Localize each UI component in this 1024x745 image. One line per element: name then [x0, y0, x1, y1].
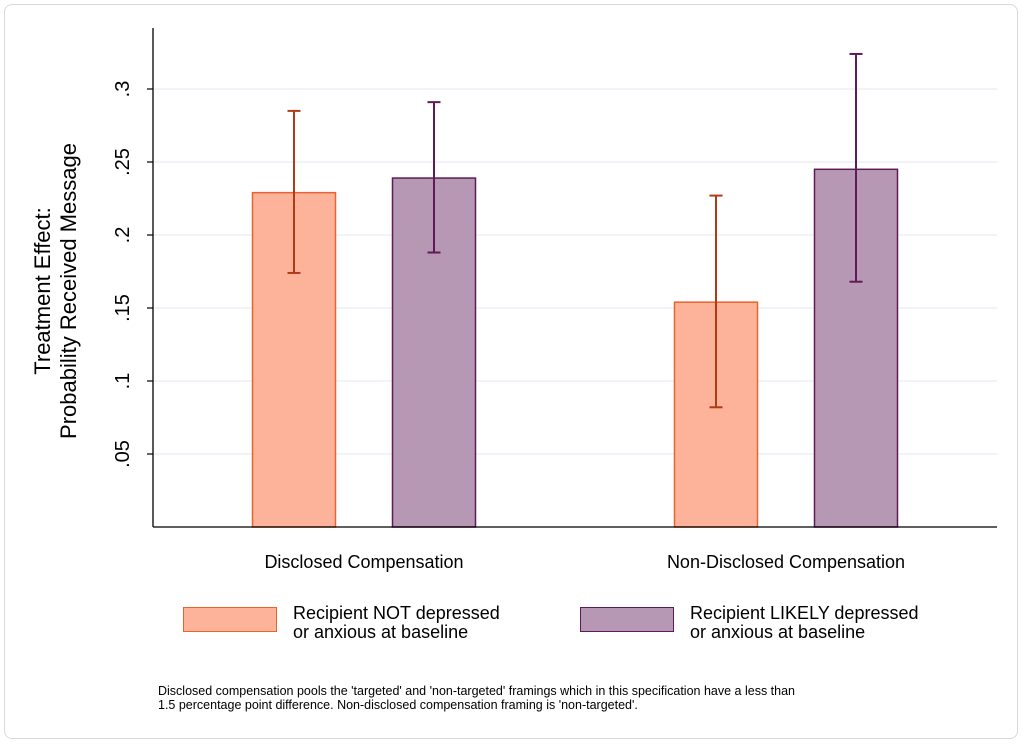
legend-label-not-depressed: Recipient NOT depressed or anxious at ba… — [293, 604, 500, 642]
legend-label-line: Recipient NOT depressed — [293, 603, 500, 623]
y-tick-label: .3 — [112, 81, 134, 98]
bars — [251, 52, 899, 528]
legend-item-likely-depressed: Recipient LIKELY depressed or anxious at… — [580, 604, 918, 642]
y-tick-label: .2 — [112, 227, 134, 244]
y-tick-label: .15 — [112, 294, 134, 322]
figure-note-line: 1.5 percentage point difference. Non-dis… — [158, 698, 638, 712]
x-category-label-disclosed: Disclosed Compensation — [264, 552, 463, 572]
y-axis-label: Treatment Effect: Probability Received M… — [30, 143, 81, 439]
y-axis-label-line-2: Probability Received Message — [56, 143, 81, 439]
y-tick-label: .05 — [112, 440, 134, 468]
y-ticks: .05 .1 .15 .2 .25 .3 — [112, 81, 153, 468]
legend-label-line: Recipient LIKELY depressed — [690, 603, 919, 623]
chart-plot: .05 .1 .15 .2 .25 .3 Treatment Effect: Probab… — [30, 28, 997, 572]
legend-swatch-not-depressed — [183, 607, 277, 632]
legend-label-line: or anxious at baseline — [690, 622, 866, 642]
figure-note-line: Disclosed compensation pools the 'target… — [158, 684, 795, 698]
chart-frame — [4, 4, 1018, 739]
legend-label-likely-depressed: Recipient LIKELY depressed or anxious at… — [690, 604, 918, 642]
y-axis-label-line-1: Treatment Effect: — [30, 207, 55, 375]
legend-swatch-likely-depressed — [580, 607, 674, 632]
y-tick-label: .1 — [112, 373, 134, 390]
legend-label-line: or anxious at baseline — [293, 622, 469, 642]
legend-item-not-depressed: Recipient NOT depressed or anxious at ba… — [183, 604, 500, 642]
figure-note: Disclosed compensation pools the 'target… — [158, 684, 795, 712]
axes — [152, 28, 997, 528]
x-category-label-non-disclosed: Non-Disclosed Compensation — [667, 552, 905, 572]
y-tick-label: .25 — [112, 148, 134, 176]
